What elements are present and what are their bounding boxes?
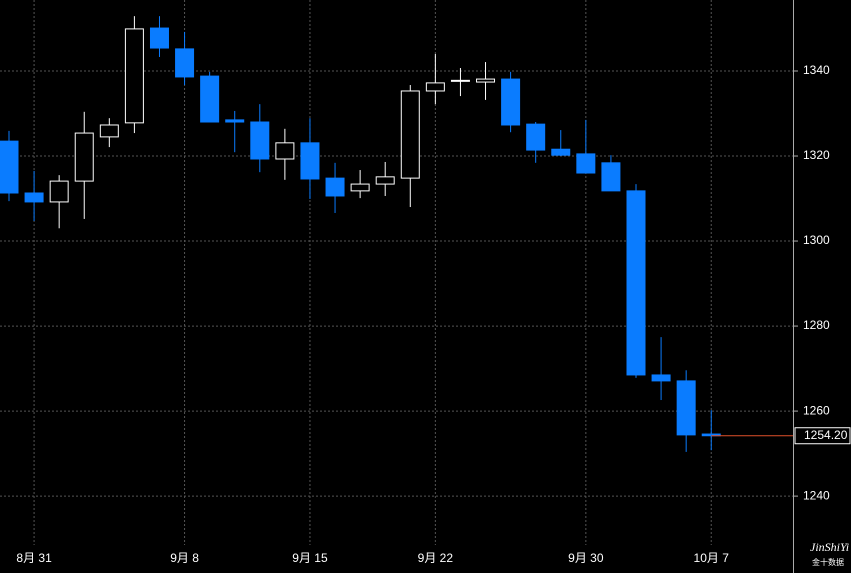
candle-body xyxy=(300,142,320,180)
last-price-label: 1254.20 xyxy=(804,428,848,442)
candle-body xyxy=(601,162,621,192)
candle-body xyxy=(24,192,44,203)
y-tick-label: 1280 xyxy=(803,318,830,332)
candle-body xyxy=(450,79,470,82)
x-tick-label: 9月 15 xyxy=(292,551,328,565)
logo-sub: 金十数据 xyxy=(812,557,844,567)
candle-body xyxy=(275,142,295,160)
candle-body xyxy=(250,121,270,160)
y-tick-label: 1260 xyxy=(803,403,830,417)
candle-body xyxy=(526,123,546,151)
y-tick-label: 1340 xyxy=(803,63,830,77)
y-tick-label: 1300 xyxy=(803,233,830,247)
candle-body xyxy=(400,90,420,179)
logo: JinShiYi xyxy=(810,540,849,554)
candle-body xyxy=(49,180,69,203)
candle-body xyxy=(99,124,119,138)
candle-body xyxy=(124,28,144,124)
candle-body xyxy=(325,177,345,197)
candle-body xyxy=(74,132,94,182)
x-tick-label: 9月 8 xyxy=(170,551,199,565)
candle-body xyxy=(676,380,696,436)
candle-body xyxy=(651,374,671,382)
candle-body xyxy=(476,78,496,83)
candle-body xyxy=(0,140,19,194)
candle-body xyxy=(350,183,370,192)
candle-body xyxy=(200,75,220,123)
x-tick-label: 9月 22 xyxy=(418,551,454,565)
candle-body xyxy=(175,48,195,78)
y-tick-label: 1240 xyxy=(803,488,830,502)
candle-body xyxy=(149,27,169,49)
candle-body xyxy=(375,176,395,185)
x-tick-label: 10月 7 xyxy=(694,551,730,565)
candle-body xyxy=(626,190,646,376)
candle-body xyxy=(501,78,521,126)
last-price-box xyxy=(794,427,851,445)
x-tick-label: 8月 31 xyxy=(16,551,52,565)
candle-body xyxy=(551,148,571,156)
x-tick-label: 9月 30 xyxy=(568,551,604,565)
y-tick-label: 1320 xyxy=(803,148,830,162)
candle-body xyxy=(425,82,445,92)
candle-body xyxy=(225,119,245,123)
candle-body xyxy=(576,153,596,174)
